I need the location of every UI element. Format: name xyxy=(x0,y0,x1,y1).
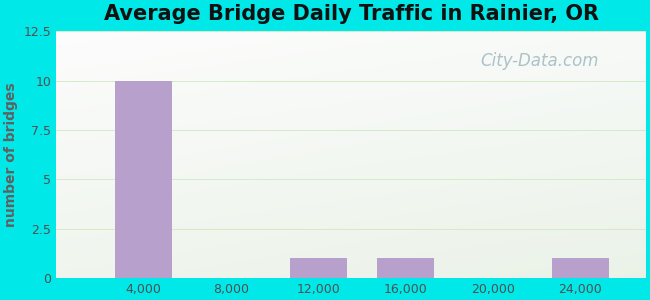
Bar xyxy=(377,258,434,278)
Bar xyxy=(290,258,346,278)
Bar xyxy=(115,81,172,278)
Bar xyxy=(552,258,608,278)
Text: City-Data.com: City-Data.com xyxy=(481,52,599,70)
Title: Average Bridge Daily Traffic in Rainier, OR: Average Bridge Daily Traffic in Rainier,… xyxy=(103,4,599,24)
Y-axis label: number of bridges: number of bridges xyxy=(4,82,18,227)
